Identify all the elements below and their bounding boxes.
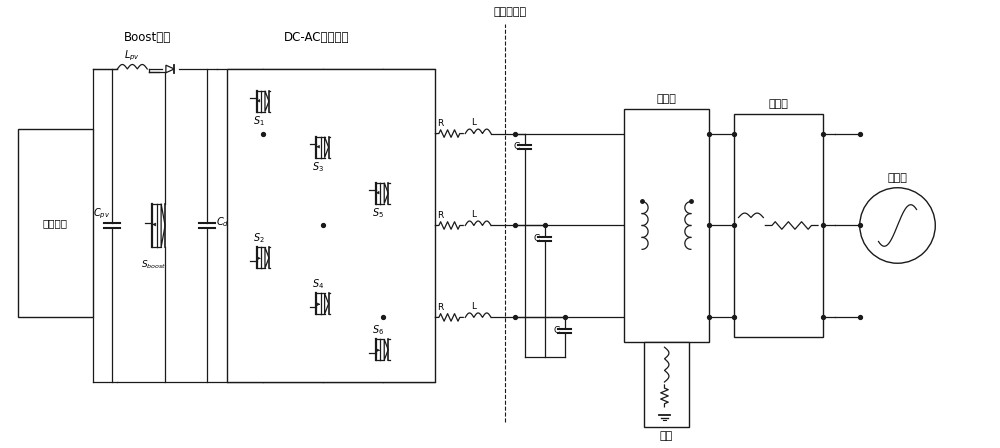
Bar [644,342,689,427]
Text: $S_4$: $S_4$ [312,277,324,291]
Text: Boost电路: Boost电路 [124,31,171,44]
Text: DC-AC逆变电路: DC-AC逆变电路 [283,31,349,44]
Text: $S_6$: $S_6$ [372,323,384,337]
Text: L: L [471,118,476,127]
Text: C: C [513,142,520,151]
Polygon shape [166,65,174,73]
Text: R: R [437,119,443,128]
Text: $C_{pv}$: $C_{pv}$ [93,206,110,220]
Text: $S_3$: $S_3$ [312,160,324,174]
Text: 系统分割处: 系统分割处 [493,7,527,17]
Text: $S_2$: $S_2$ [253,231,264,245]
Polygon shape [384,183,388,204]
Polygon shape [161,204,165,247]
Text: C: C [553,326,559,336]
Text: R: R [437,211,443,220]
Text: $L_{pv}$: $L_{pv}$ [124,48,140,63]
Text: $C_{dc}$: $C_{dc}$ [216,215,233,229]
Polygon shape [265,91,269,112]
Text: R: R [437,303,443,312]
Text: L: L [471,210,476,220]
Text: 无穷大: 无穷大 [888,173,907,183]
Bar [734,114,823,337]
Polygon shape [265,247,269,268]
Text: $S_{boost}$: $S_{boost}$ [141,258,167,271]
Text: C: C [533,234,539,243]
Polygon shape [384,339,388,360]
Text: $S_5$: $S_5$ [372,206,384,220]
Polygon shape [325,137,329,158]
Text: $S_1$: $S_1$ [253,114,264,128]
Bar [227,69,435,382]
Text: 负荷: 负荷 [660,431,673,441]
Text: 传输线: 传输线 [768,99,788,109]
Polygon shape [325,293,329,314]
Text: 变压器: 变压器 [657,94,676,104]
Bar [18,129,93,318]
Bar [624,109,709,342]
Text: L: L [471,302,476,311]
Circle shape [860,188,935,263]
Text: 光伏电池: 光伏电池 [43,218,68,228]
